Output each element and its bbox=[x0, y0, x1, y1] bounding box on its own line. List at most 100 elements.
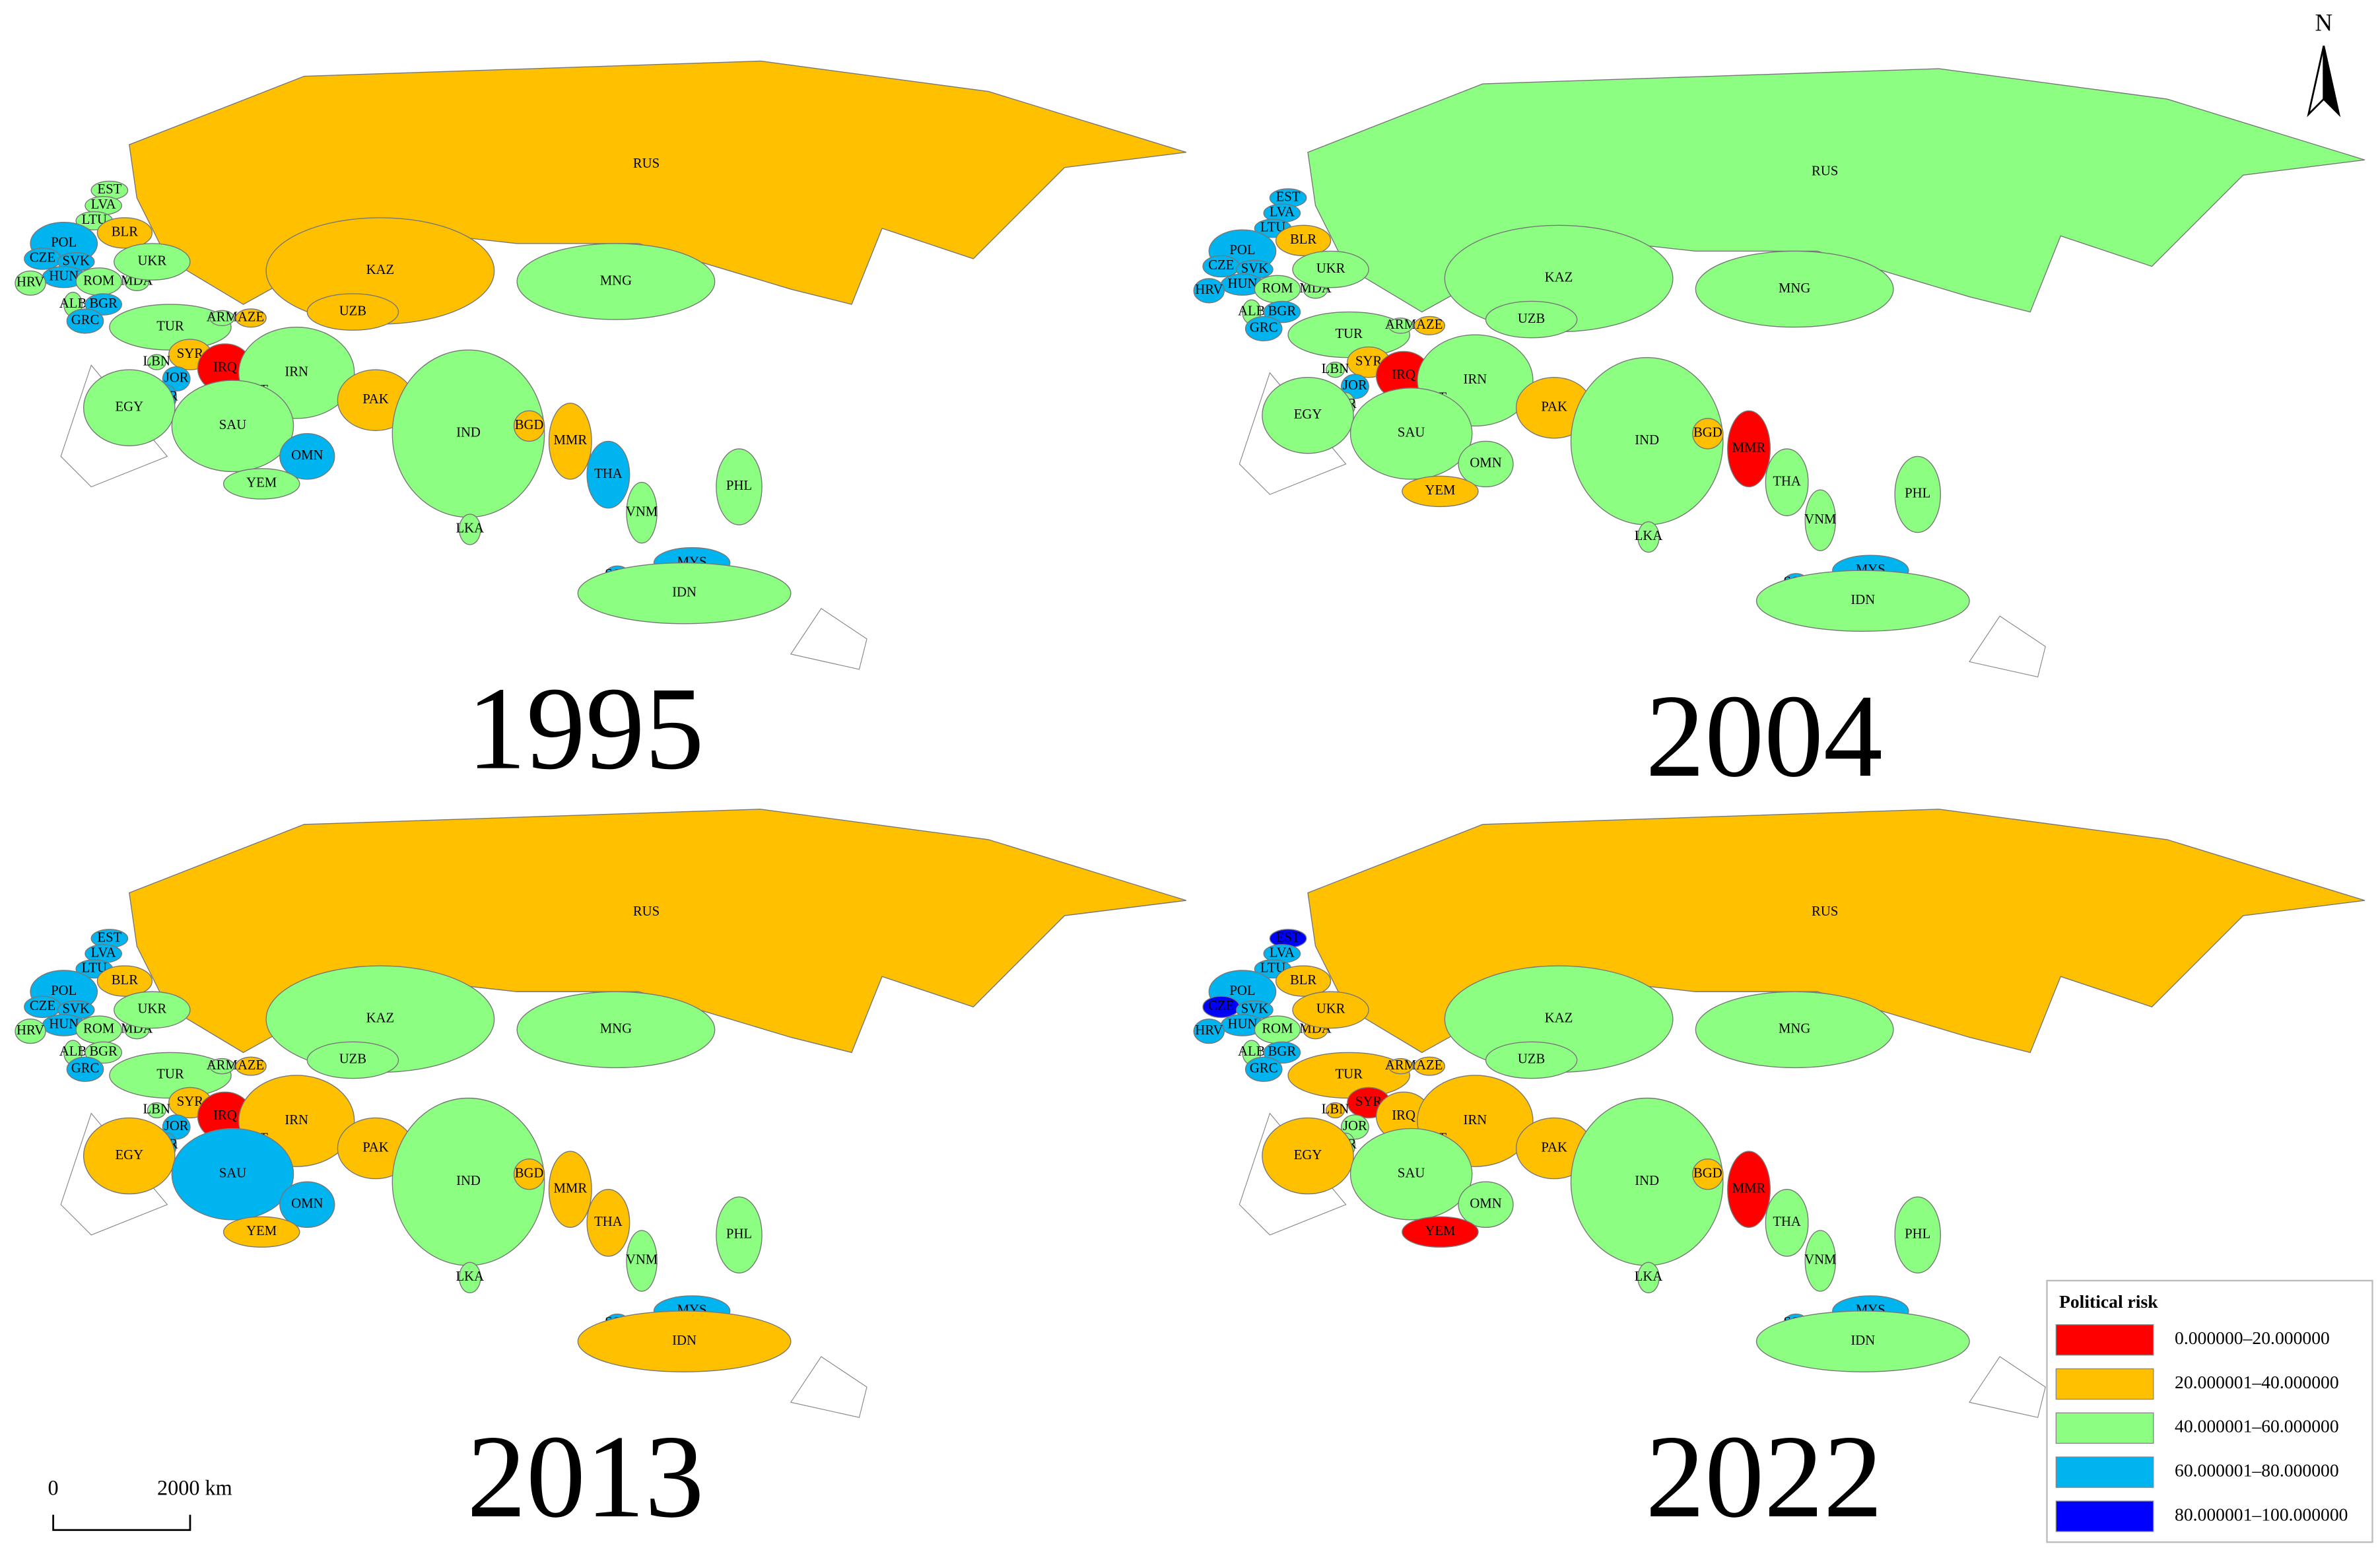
country-label: BGD bbox=[515, 1166, 544, 1180]
country-label: ROM bbox=[83, 1022, 114, 1036]
country bbox=[306, 293, 399, 331]
country-label: UKR bbox=[137, 253, 166, 268]
country-label: LKA bbox=[456, 522, 484, 536]
country-label: SAU bbox=[219, 1166, 246, 1180]
legend-box bbox=[2046, 1279, 2373, 1543]
country bbox=[1193, 278, 1225, 304]
country bbox=[1804, 1230, 1837, 1292]
country bbox=[306, 1041, 399, 1079]
country-label: BLR bbox=[1290, 973, 1316, 988]
country-label: HUN bbox=[49, 1017, 79, 1032]
legend-label: 0.000000–20.000000 bbox=[2175, 1328, 2330, 1348]
country bbox=[222, 468, 300, 500]
country bbox=[716, 448, 763, 525]
country-label: IND bbox=[1635, 433, 1659, 448]
country bbox=[171, 1128, 294, 1221]
country-label: BGR bbox=[1268, 1044, 1297, 1059]
country-label: LBN bbox=[143, 354, 170, 368]
country-label: SYR bbox=[177, 347, 203, 361]
country-label: VNM bbox=[626, 1253, 658, 1267]
country-label: LTU bbox=[1260, 960, 1285, 975]
country-label: YEM bbox=[1425, 483, 1455, 498]
country-label: SAU bbox=[1398, 426, 1425, 440]
country-label: IND bbox=[1635, 1174, 1659, 1188]
country-label: POL bbox=[51, 236, 77, 250]
country-label: BGR bbox=[89, 296, 118, 311]
legend-title: Political risk bbox=[2059, 1291, 2158, 1312]
country-label: IRN bbox=[1464, 1113, 1487, 1128]
country-label: YEM bbox=[246, 476, 277, 490]
country-label: IND bbox=[456, 1174, 481, 1188]
country-label: LVA bbox=[91, 945, 116, 960]
country-label: UZB bbox=[339, 1052, 366, 1067]
country bbox=[235, 308, 267, 328]
country-label: SYR bbox=[1355, 354, 1382, 368]
country-label: THA bbox=[594, 467, 623, 481]
country-label: JOR bbox=[1343, 378, 1367, 393]
country-label: CZE bbox=[30, 999, 55, 1013]
scale-bar: 0 2000 km bbox=[48, 1476, 232, 1532]
north-arrow-right bbox=[2323, 46, 2341, 118]
country-label: TUR bbox=[1335, 1067, 1363, 1082]
country-label: MMR bbox=[553, 433, 587, 448]
country-label: POL bbox=[1229, 243, 1255, 257]
country-label: ROM bbox=[1262, 1022, 1293, 1036]
country-label: SYR bbox=[1355, 1095, 1382, 1109]
country-label: VNM bbox=[1804, 1253, 1836, 1267]
country-label: GRC bbox=[71, 1061, 100, 1075]
country-label: GRC bbox=[1250, 1061, 1278, 1075]
country-label: MMR bbox=[553, 1181, 587, 1196]
country-label: ARM bbox=[1385, 1058, 1416, 1073]
country bbox=[1755, 570, 1970, 632]
year-label: 2013 bbox=[467, 1411, 704, 1542]
year-label: 2022 bbox=[1645, 1411, 1882, 1542]
country-label: LVA bbox=[1270, 205, 1295, 220]
country bbox=[1727, 1151, 1771, 1228]
country bbox=[279, 1181, 335, 1228]
country-label: OMN bbox=[1470, 456, 1501, 471]
country bbox=[147, 1102, 166, 1119]
country bbox=[1193, 1019, 1225, 1044]
country-label: EST bbox=[97, 930, 121, 945]
country bbox=[577, 562, 792, 624]
country-label: IDN bbox=[1851, 1333, 1875, 1348]
country bbox=[1458, 440, 1514, 488]
country bbox=[129, 809, 1186, 1054]
country bbox=[458, 514, 481, 545]
country bbox=[1262, 1117, 1354, 1195]
country bbox=[1402, 1216, 1479, 1248]
year-label: 2004 bbox=[1645, 670, 1882, 801]
country-label: AZE bbox=[1416, 1058, 1443, 1073]
country bbox=[1695, 250, 1894, 328]
country-label: BGR bbox=[89, 1044, 118, 1059]
country bbox=[1458, 1181, 1514, 1228]
country-label: LBN bbox=[1322, 1102, 1349, 1117]
country bbox=[222, 1216, 300, 1248]
country-label: CZE bbox=[30, 251, 55, 265]
country bbox=[716, 1196, 763, 1274]
country-label: OMN bbox=[291, 448, 323, 463]
country-label: THA bbox=[594, 1215, 623, 1229]
country bbox=[114, 243, 191, 281]
country-label: VNM bbox=[626, 504, 658, 519]
country-label: UKR bbox=[1316, 261, 1345, 276]
country bbox=[85, 1041, 122, 1064]
country-label: BGD bbox=[1693, 426, 1722, 440]
country-label: IRQ bbox=[213, 1108, 237, 1123]
country-label: MNG bbox=[1779, 281, 1810, 296]
country bbox=[1275, 965, 1332, 997]
country-label: SVK bbox=[1241, 1002, 1268, 1017]
country bbox=[235, 1056, 267, 1076]
country bbox=[1402, 475, 1479, 508]
country-label: POL bbox=[51, 984, 77, 998]
country-label: ALB bbox=[59, 1044, 86, 1059]
country-label: AZE bbox=[238, 310, 264, 325]
country-label: EGY bbox=[116, 399, 144, 414]
country bbox=[1637, 1262, 1660, 1294]
country bbox=[1894, 455, 1941, 533]
country-label: LKA bbox=[456, 1269, 484, 1284]
country-label: BGR bbox=[1268, 304, 1297, 318]
country-label: TUR bbox=[156, 1067, 184, 1082]
